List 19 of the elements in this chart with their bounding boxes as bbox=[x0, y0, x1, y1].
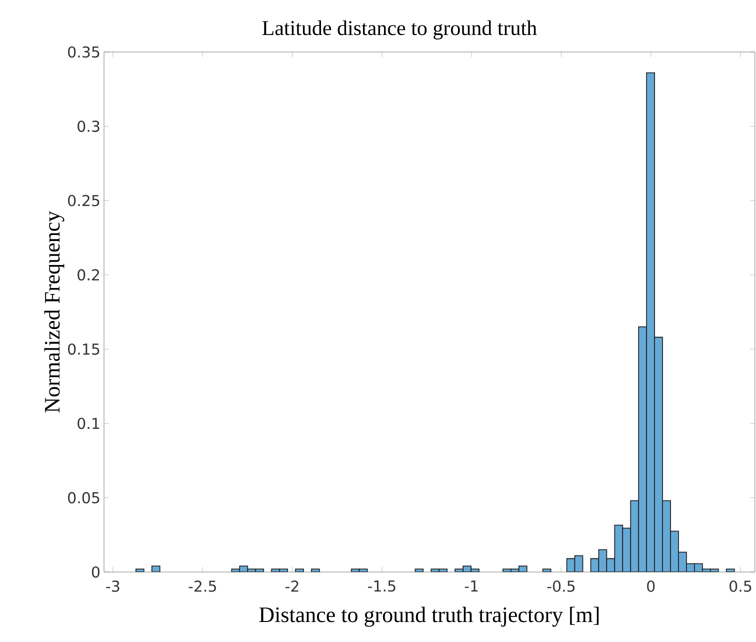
y-tick-label: 0.25 bbox=[68, 194, 100, 206]
x-tick-label: -2 bbox=[286, 580, 298, 592]
y-tick-label: 0.1 bbox=[78, 418, 100, 430]
y-tick-label: 0.2 bbox=[78, 269, 99, 281]
x-tick-label: -1.5 bbox=[368, 580, 396, 592]
x-tick-label: -3 bbox=[106, 580, 120, 592]
y-tick-label: 0 bbox=[92, 566, 100, 578]
x-tick-label: -0.5 bbox=[547, 580, 575, 592]
y-tick-label: 0.3 bbox=[78, 120, 100, 132]
y-tick-label: 0.35 bbox=[68, 46, 100, 58]
x-axis-title: Distance to ground truth trajectory [m] bbox=[259, 606, 599, 627]
x-tick-label: -2.5 bbox=[188, 580, 216, 592]
chart-title: Latitude distance to ground truth bbox=[262, 20, 537, 40]
y-tick-label: 0.05 bbox=[68, 492, 100, 504]
y-axis-title: Normalized Frequency bbox=[44, 210, 64, 412]
x-tick-label: -1 bbox=[464, 580, 478, 592]
x-tick-label: 0 bbox=[647, 580, 655, 592]
x-tick-label: 0.5 bbox=[730, 580, 752, 592]
y-tick-label: 0.15 bbox=[68, 343, 100, 355]
